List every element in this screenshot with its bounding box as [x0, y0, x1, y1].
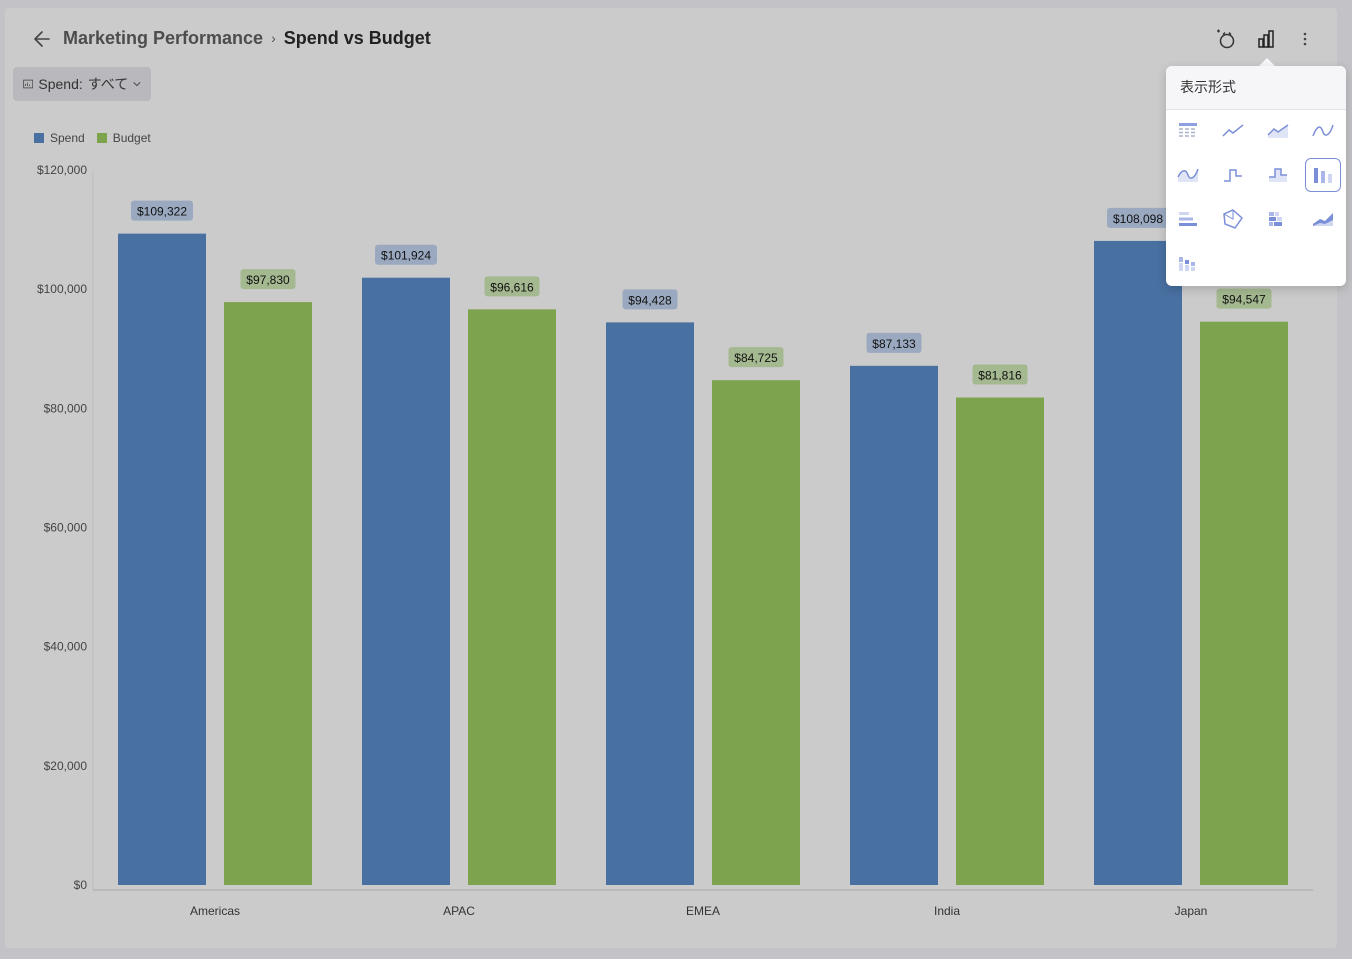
- bar-budget-emea[interactable]: [712, 380, 800, 885]
- area-chart-icon: [1267, 124, 1289, 138]
- data-label: $96,616: [490, 280, 534, 294]
- legend-label-budget: Budget: [112, 131, 151, 145]
- viz-area-option[interactable]: [1260, 114, 1296, 148]
- line-chart-icon: [1222, 124, 1244, 137]
- bar-chart-icon: [1258, 30, 1274, 48]
- y-tick-label: $40,000: [44, 640, 88, 654]
- bar-spend-india[interactable]: [850, 365, 938, 886]
- visualization-popover: 表示形式: [1166, 66, 1346, 286]
- step-line-chart-icon: [1224, 169, 1242, 182]
- viz-line-option[interactable]: [1215, 114, 1251, 148]
- chevron-down-icon: [133, 82, 141, 87]
- viz-step-area-option[interactable]: [1260, 158, 1296, 192]
- grid-icon: [1179, 123, 1197, 137]
- viz-column-option[interactable]: [1305, 158, 1341, 192]
- bar-spend-japan[interactable]: [1094, 240, 1182, 885]
- snapshot-button[interactable]: [1213, 26, 1239, 52]
- data-label: $94,428: [628, 293, 672, 307]
- chart-card: Marketing Performance › Spend vs Budget: [5, 8, 1337, 948]
- viz-grid-option[interactable]: [1170, 114, 1206, 148]
- viz-pie-option[interactable]: [1215, 202, 1251, 236]
- filter-label: Spend:: [38, 76, 83, 92]
- bar-spend-americas[interactable]: [118, 233, 206, 886]
- visualization-button[interactable]: [1253, 26, 1279, 52]
- legend-swatch-budget: [96, 133, 107, 143]
- viz-stacked-column-option[interactable]: [1170, 246, 1206, 280]
- viz-spline-option[interactable]: [1305, 114, 1341, 148]
- viz-stacked-bar-option[interactable]: [1260, 202, 1296, 236]
- data-label-bg: [1216, 288, 1272, 309]
- page-title: Spend vs Budget: [283, 28, 431, 48]
- column-chart: $0 $20,000 $40,000 $60,000 $80,000 $100,000 $1…: [37, 163, 1313, 918]
- spline-area-chart-icon: [1177, 168, 1199, 182]
- breadcrumb-separator: ›: [271, 30, 276, 46]
- data-label-bg: [131, 200, 193, 221]
- column-chart-icon: [1314, 168, 1332, 183]
- x-tick-label: APAC: [443, 904, 475, 918]
- x-tick-label: India: [934, 904, 960, 918]
- viz-spline-area-option[interactable]: [1170, 158, 1206, 192]
- spline-chart-icon: [1312, 124, 1334, 137]
- data-label: $101,924: [381, 249, 431, 263]
- legend-swatch-spend: [34, 133, 44, 143]
- y-tick-label: $120,000: [37, 163, 87, 177]
- breadcrumb-parent[interactable]: Marketing Performance: [63, 28, 264, 48]
- data-label-bg: [622, 289, 678, 310]
- bar-budget-japan[interactable]: [1200, 321, 1288, 885]
- bar-budget-apac[interactable]: [468, 309, 556, 885]
- data-label: $84,725: [734, 351, 778, 365]
- back-button[interactable]: [29, 26, 55, 52]
- camera-icon: [1217, 29, 1235, 49]
- bar-spend-emea[interactable]: [606, 322, 694, 886]
- data-label-bg: [866, 332, 922, 353]
- legend-item-budget[interactable]: Budget: [96, 131, 151, 145]
- data-label-bg: [728, 347, 784, 368]
- back-arrow-icon: [34, 31, 50, 47]
- bar-spend-apac[interactable]: [362, 277, 450, 885]
- y-tick-label: $0: [74, 878, 88, 892]
- popover-arrow: [1258, 58, 1276, 67]
- bar-budget-india[interactable]: [956, 397, 1044, 885]
- data-label: $108,098: [1113, 212, 1163, 226]
- data-label: $87,133: [872, 337, 916, 351]
- stacked-column-icon: [1179, 257, 1195, 271]
- y-tick-label: $80,000: [44, 401, 88, 415]
- data-label: $81,816: [978, 369, 1022, 383]
- data-label-bg: [1107, 207, 1169, 228]
- step-area-chart-icon: [1269, 168, 1287, 182]
- filter-value: すべて: [87, 76, 129, 92]
- data-label: $109,322: [137, 205, 187, 219]
- popover-title: 表示形式: [1166, 66, 1346, 110]
- y-tick-label: $20,000: [44, 759, 88, 773]
- x-tick-label: EMEA: [686, 904, 720, 918]
- stacked-area-icon: [1313, 213, 1333, 226]
- viz-step-line-option[interactable]: [1215, 158, 1251, 192]
- filter-icon: [23, 79, 34, 89]
- bar-horizontal-icon: [1179, 212, 1197, 226]
- breadcrumb: Marketing Performance › Spend vs Budget: [63, 26, 431, 50]
- viz-bar-option[interactable]: [1170, 202, 1206, 236]
- x-tick-label: Americas: [190, 904, 240, 918]
- more-button[interactable]: [1292, 26, 1318, 52]
- header: Marketing Performance › Spend vs Budget: [5, 8, 1337, 66]
- chart-legend: Spend Budget: [34, 131, 151, 145]
- stacked-bar-icon: [1269, 212, 1282, 226]
- data-label-bg: [484, 276, 540, 297]
- data-label-bg: [240, 269, 296, 290]
- more-vertical-icon: [1303, 32, 1307, 46]
- data-label-bg: [972, 364, 1028, 385]
- data-label-bg: [375, 244, 437, 265]
- y-tick-label: $100,000: [37, 282, 87, 296]
- x-tick-label: Japan: [1175, 904, 1208, 918]
- data-label: $94,547: [1222, 293, 1266, 307]
- legend-item-spend[interactable]: Spend: [34, 131, 85, 145]
- bar-budget-americas[interactable]: [224, 302, 312, 885]
- y-tick-label: $60,000: [44, 521, 88, 535]
- viz-stacked-area-option[interactable]: [1305, 202, 1341, 236]
- legend-label-spend: Spend: [50, 131, 85, 145]
- pie-chart-icon: [1223, 209, 1243, 229]
- data-label: $97,830: [246, 273, 290, 287]
- spend-filter-dropdown[interactable]: Spend: すべて: [13, 67, 151, 101]
